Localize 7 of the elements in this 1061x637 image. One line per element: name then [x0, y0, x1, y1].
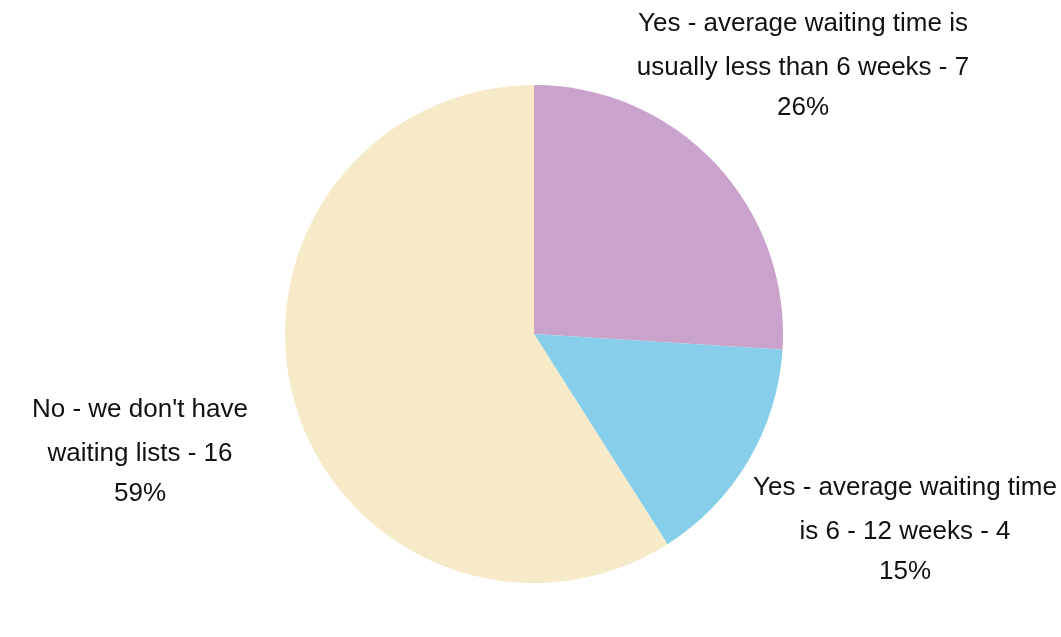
data-label: 15% — [878, 554, 932, 585]
slice-label: Yes - average waiting time is 6 - 12 weeks - 4 — [753, 470, 1057, 545]
slice-label: Yes - average waiting time is usually less than 6 weeks - 7 — [636, 6, 970, 81]
pie-slice — [285, 85, 668, 583]
slice-label: No - we don't have waiting lists - 16 — [32, 392, 248, 467]
data-label: 26% — [776, 90, 830, 121]
data-label: 59% — [113, 476, 167, 507]
